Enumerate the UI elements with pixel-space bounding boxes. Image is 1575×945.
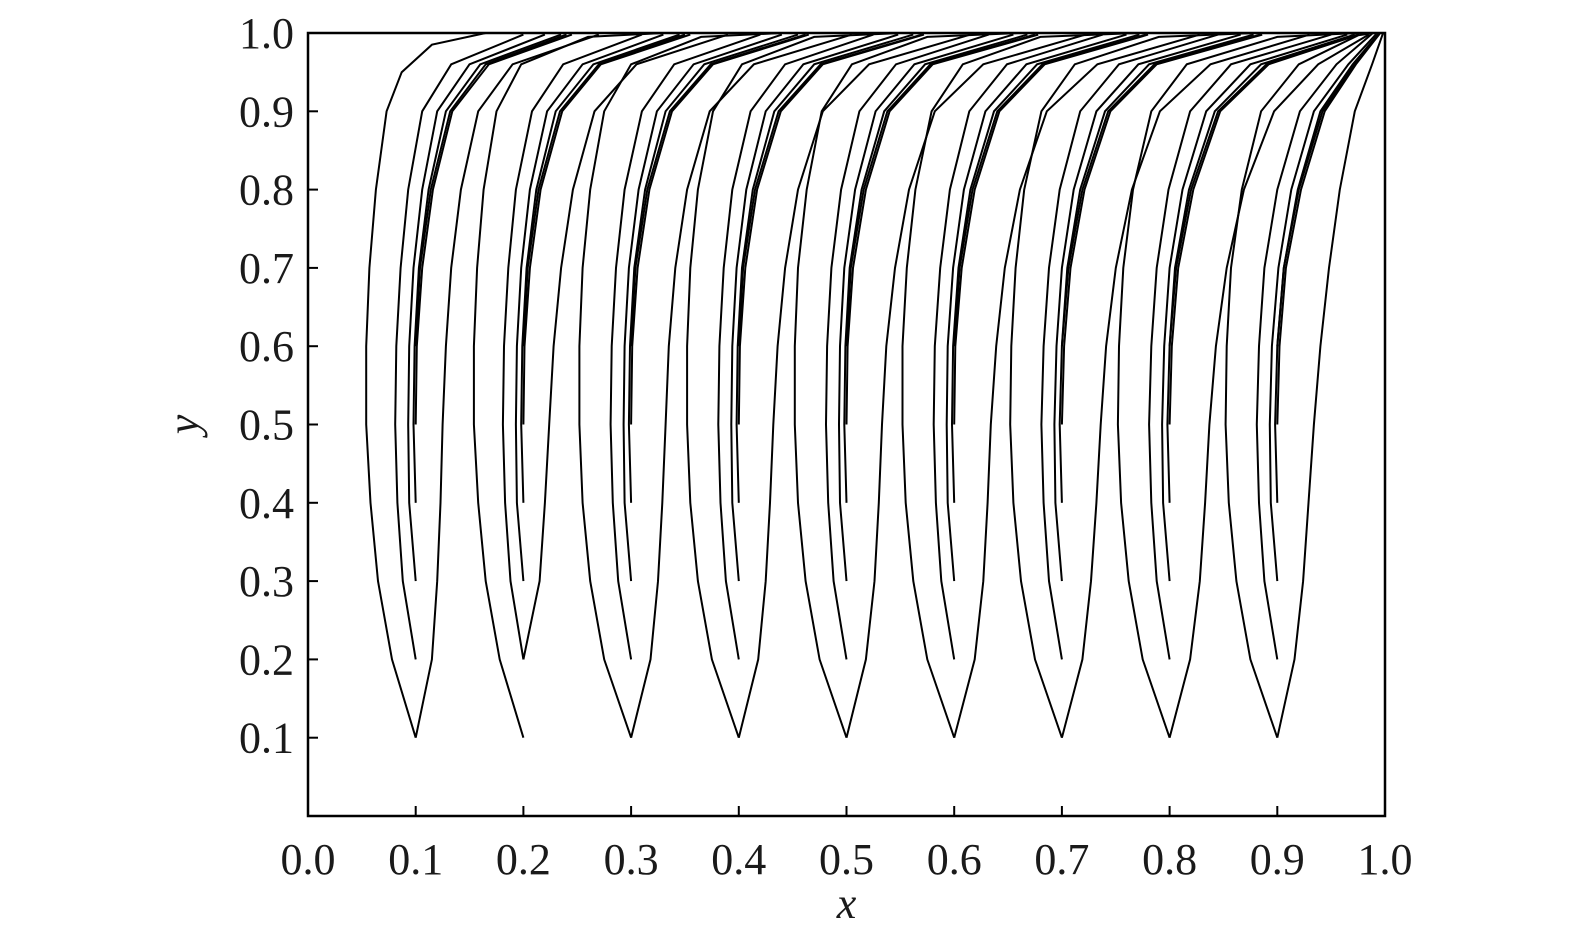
series-line-31	[837, 33, 1014, 582]
series-line-44	[1040, 33, 1219, 660]
series-line-49	[1060, 33, 1310, 738]
y-tick-label: 0.7	[239, 244, 294, 293]
series-line-22	[686, 32, 901, 739]
series-line-38	[945, 33, 1127, 582]
y-tick-label: 0.4	[239, 479, 294, 528]
series-line-17	[622, 33, 783, 582]
series-line-6	[414, 33, 567, 347]
series-line-1	[365, 32, 486, 738]
series-line-50	[1116, 32, 1359, 739]
series-line-54	[1168, 33, 1360, 425]
y-axis-label: y	[159, 414, 208, 438]
series-line-23	[717, 33, 874, 660]
series-line-14	[522, 33, 729, 660]
series-line-41	[953, 33, 1147, 347]
series-line-51	[1148, 33, 1332, 660]
series-line-52	[1161, 33, 1348, 582]
series-line-29	[793, 32, 1019, 739]
tick-labels-layer: 0.0 0.1 0.2 0.3 0.4 0.5 0.6 0.7 0.8 0.9 1.0 0.1 0.2 0…	[239, 9, 1413, 884]
y-tick-label: 0.8	[239, 166, 294, 215]
series-line-43	[1009, 32, 1256, 739]
y-tick-label: 0.3	[239, 557, 294, 606]
series-line-28	[737, 33, 971, 738]
ticks-layer	[308, 110, 1279, 816]
x-tick-label: 0.6	[927, 835, 982, 884]
series-line-24	[730, 33, 899, 582]
series-line-59	[1268, 33, 1378, 582]
series-line-26	[737, 33, 925, 425]
series-line-42	[953, 33, 1201, 738]
x-tick-label: 0.3	[604, 835, 659, 884]
y-tick-label: 0.6	[239, 322, 294, 371]
series-line-39	[950, 33, 1140, 503]
series-line-57	[1224, 32, 1375, 739]
series-line-21	[630, 33, 853, 738]
series-line-11	[520, 33, 680, 503]
x-tick-label: 0.0	[281, 835, 336, 884]
series-line-25	[735, 33, 914, 503]
series-line-34	[845, 33, 1036, 347]
series-line-37	[932, 33, 1104, 660]
series-line-63	[1276, 33, 1384, 738]
series-line-32	[843, 33, 1028, 503]
series-line-8	[472, 32, 664, 738]
x-tick-label: 0.7	[1034, 835, 1089, 884]
series-layer	[365, 32, 1384, 739]
series-line-45	[1053, 33, 1241, 582]
series-line-46	[1058, 33, 1254, 503]
x-tick-label: 0.1	[388, 835, 443, 884]
series-line-7	[414, 33, 600, 738]
series-line-53	[1166, 33, 1356, 503]
y-tick-label: 0.9	[239, 87, 294, 136]
x-tick-label: 0.8	[1142, 835, 1197, 884]
x-tick-label: 0.4	[711, 835, 766, 884]
y-tick-label: 1.0	[239, 9, 294, 58]
series-line-15	[578, 32, 782, 739]
series-line-35	[845, 33, 1086, 738]
series-line-20	[630, 33, 806, 347]
series-line-48	[1060, 33, 1261, 347]
series-line-18	[627, 33, 799, 503]
series-line-55	[1168, 33, 1359, 347]
series-line-58	[1255, 33, 1373, 660]
series-line-27	[737, 33, 923, 347]
series-line-36	[901, 32, 1138, 739]
x-tick-label: 1.0	[1358, 835, 1413, 884]
series-line-10	[514, 33, 664, 582]
x-axis-label: x	[836, 879, 857, 928]
series-line-3	[407, 33, 546, 582]
y-tick-label: 0.2	[239, 635, 294, 684]
x-tick-label: 0.2	[496, 835, 551, 884]
series-line-2	[394, 33, 524, 660]
series-line-62	[1276, 33, 1381, 347]
x-tick-label: 0.9	[1250, 835, 1305, 884]
series-line-30	[824, 33, 990, 660]
x-tick-label: 0.5	[819, 835, 874, 884]
series-line-12	[522, 33, 691, 425]
series-line-13	[522, 33, 686, 347]
series-line-16	[609, 33, 761, 660]
y-tick-label: 0.1	[239, 714, 294, 763]
series-line-4	[412, 33, 562, 503]
series-line-9	[501, 33, 643, 660]
y-tick-label: 0.5	[239, 401, 294, 450]
series-line-5	[414, 33, 573, 425]
series-line-56	[1168, 33, 1370, 738]
